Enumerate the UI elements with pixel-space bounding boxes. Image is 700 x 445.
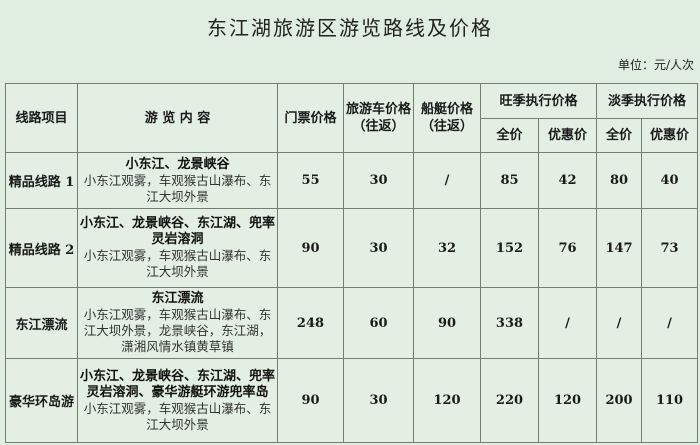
content-sub: 小东江观雾，车观猴古山瀑布、东江大坝外景，龙景峡谷，东江湖，潇湘风情水镇黄草镇: [83, 307, 272, 354]
page-title: 东江湖旅游区游览路线及价格: [207, 16, 493, 40]
header-off-full: 全价: [596, 118, 643, 153]
unit-label: 单位：元/人次: [617, 58, 694, 72]
boat-price: 90: [413, 287, 481, 359]
header-off-discount: 优惠价: [641, 118, 699, 153]
route-content: 小东江、龙景峡谷、东江湖、兜率灵岩溶洞 小东江观雾，车观猴古山瀑布、东江大坝外景: [77, 208, 278, 288]
route-name: 精品线路 1: [5, 152, 78, 209]
off-full-price: 200: [596, 358, 643, 443]
route-content: 小东江、龙景峡谷、东江湖、兜率灵岩溶洞、豪华游艇环游兜率岛 小东江观雾，车观猴古…: [77, 358, 278, 443]
content-main: 小东江、龙景峡谷: [125, 156, 230, 172]
peak-discount-price: /: [537, 287, 598, 359]
off-discount-price: /: [641, 287, 699, 359]
off-full-price: 147: [596, 208, 643, 288]
content-main: 小东江、龙景峡谷、东江湖、兜率灵岩溶洞: [80, 216, 276, 247]
ticket-price: 248: [277, 287, 344, 359]
route-name: 精品线路 2: [5, 208, 78, 288]
ticket-price: 90: [277, 358, 344, 443]
peak-full-price: 152: [480, 208, 539, 288]
header-off: 淡季执行价格: [596, 83, 699, 119]
bus-price: 60: [343, 287, 414, 359]
bus-price: 30: [343, 152, 414, 209]
content-main: 小东江、龙景峡谷、东江湖、兜率灵岩溶洞、豪华游艇环游兜率岛: [80, 368, 276, 400]
boat-price: /: [413, 152, 481, 209]
route-content: 东江漂流 小东江观雾，车观猴古山瀑布、东江大坝外景，龙景峡谷，东江湖，潇湘风情水…: [77, 287, 278, 359]
off-discount-price: 110: [641, 358, 699, 443]
route-name: 东江漂流: [5, 287, 78, 359]
content-sub: 小东江观雾，车观猴古山瀑布、东江大坝外景: [83, 400, 272, 432]
header-peak-full: 全价: [480, 118, 539, 153]
peak-full-price: 338: [480, 287, 539, 359]
table-row: 东江漂流 东江漂流 小东江观雾，车观猴古山瀑布、东江大坝外景，龙景峡谷，东江湖，…: [5, 287, 699, 359]
peak-full-price: 220: [480, 358, 539, 443]
header-peak: 旺季执行价格: [479, 83, 598, 119]
price-table: 线路项目 游 览 内 容 门票价格 旅游车价格（往返） 船艇价格（往返） 旺季执…: [5, 83, 699, 443]
off-discount-price: 73: [641, 208, 699, 288]
bus-price: 30: [343, 358, 414, 443]
bus-price: 30: [343, 208, 414, 288]
peak-discount-price: 76: [537, 208, 598, 288]
header-ticket: 门票价格: [277, 83, 344, 153]
peak-discount-price: 42: [537, 152, 598, 209]
content-sub: 小东江观雾，车观猴古山瀑布、东江大坝外景: [83, 172, 272, 204]
table-row: 精品线路 1 小东江、龙景峡谷 小东江观雾，车观猴古山瀑布、东江大坝外景 55 …: [5, 152, 699, 209]
peak-discount-price: 120: [537, 358, 598, 443]
header-peak-discount: 优惠价: [537, 118, 598, 153]
off-full-price: /: [596, 287, 643, 359]
route-name: 豪华环岛游: [5, 358, 78, 443]
boat-price: 32: [413, 208, 481, 288]
boat-price: 120: [413, 358, 481, 443]
table-row: 精品线路 2 小东江、龙景峡谷、东江湖、兜率灵岩溶洞 小东江观雾，车观猴古山瀑布…: [5, 208, 699, 288]
content-main: 东江漂流: [151, 291, 204, 306]
peak-full-price: 85: [480, 152, 539, 209]
header-boat: 船艇价格（往返）: [413, 83, 481, 153]
off-full-price: 80: [596, 152, 643, 209]
header-bus: 旅游车价格（往返）: [343, 83, 414, 153]
header-content: 游 览 内 容: [77, 83, 278, 153]
off-discount-price: 40: [641, 152, 699, 209]
header-route: 线路项目: [5, 83, 78, 153]
ticket-price: 90: [277, 208, 344, 288]
content-sub: 小东江观雾，车观猴古山瀑布、东江大坝外景: [83, 248, 272, 279]
table-row: 豪华环岛游 小东江、龙景峡谷、东江湖、兜率灵岩溶洞、豪华游艇环游兜率岛 小东江观…: [5, 358, 699, 443]
route-content: 小东江、龙景峡谷 小东江观雾，车观猴古山瀑布、东江大坝外景: [77, 152, 278, 209]
ticket-price: 55: [277, 152, 344, 209]
